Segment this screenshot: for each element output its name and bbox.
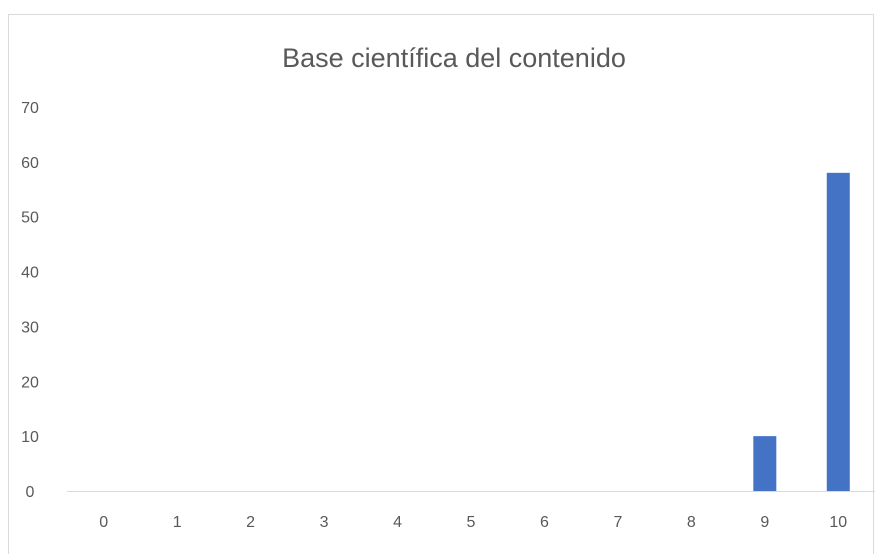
x-tick-label: 10: [829, 514, 847, 531]
y-tick-label: 20: [21, 374, 39, 391]
y-tick-label: 70: [21, 100, 39, 117]
y-tick-label: 40: [21, 265, 39, 282]
x-tick-label: 0: [99, 514, 108, 531]
bar-10: [826, 172, 850, 492]
y-axis-ticks: 0 10 20 30 40 50 60 70: [21, 100, 39, 501]
chart-title: Base científica del contenido: [282, 43, 626, 73]
y-tick-label: 0: [26, 484, 35, 501]
x-tick-label: 8: [687, 514, 696, 531]
x-tick-label: 2: [246, 514, 255, 531]
bar-chart: Base científica del contenido 0102030405…: [21, 43, 875, 531]
y-tick-label: 10: [21, 429, 39, 446]
y-tick-label: 50: [21, 210, 39, 227]
x-tick-label: 1: [173, 514, 182, 531]
x-tick-label: 3: [320, 514, 329, 531]
x-tick-label: 7: [613, 514, 622, 531]
bar-9: [753, 436, 777, 491]
y-tick-label: 30: [21, 319, 39, 336]
x-tick-label: 4: [393, 514, 402, 531]
x-tick-label: 5: [467, 514, 476, 531]
chart-frame: [8, 14, 874, 554]
x-tick-label: 9: [760, 514, 769, 531]
y-tick-label: 60: [21, 155, 39, 172]
x-axis-ticks: 0 1 2 3 4 5 6 7 8 9 10: [99, 514, 847, 531]
bar-series: [753, 172, 850, 492]
x-tick-label: 6: [540, 514, 549, 531]
